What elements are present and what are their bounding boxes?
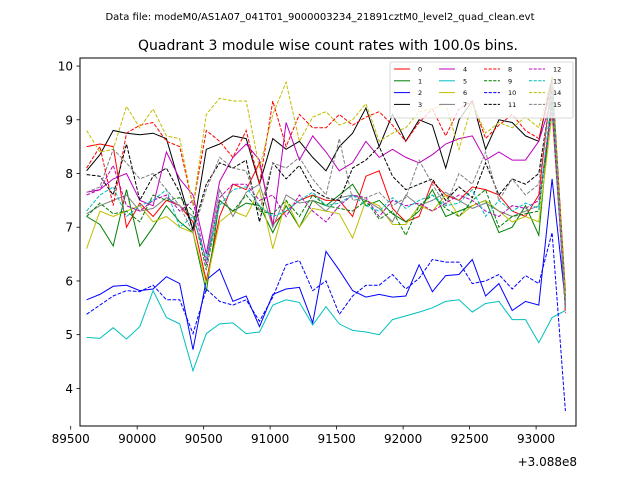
x-axis-offset-label: +3.088e8 (518, 455, 577, 469)
series-line-4 (86, 98, 566, 308)
legend-label: 8 (508, 66, 512, 74)
legend-box (389, 61, 574, 119)
series-line-7 (86, 103, 566, 303)
legend-item-6: 6 (439, 89, 467, 97)
legend-label: 10 (508, 89, 516, 97)
series-line-12 (86, 108, 566, 308)
x-tick-label: 92500 (451, 432, 489, 446)
series-line-15 (86, 82, 566, 308)
x-tick-label: 90000 (118, 432, 156, 446)
series-line-0 (86, 76, 566, 292)
legend-item-11: 11 (484, 101, 516, 109)
plot-area (79, 57, 577, 427)
legend-label: 2 (418, 89, 422, 97)
legend-item-8: 8 (484, 66, 512, 74)
y-tick-label: 9 (65, 113, 73, 127)
series-line-10 (86, 232, 566, 412)
legend-label: 12 (553, 66, 561, 74)
y-tick-label: 7 (65, 221, 73, 235)
y-tick-label: 5 (65, 328, 73, 342)
legend-item-7: 7 (439, 101, 467, 109)
legend-item-15: 15 (529, 101, 561, 109)
legend-item-13: 13 (529, 77, 561, 85)
series-line-14 (86, 76, 566, 298)
legend-label: 1 (418, 77, 422, 85)
y-tick-label: 4 (65, 382, 73, 396)
x-tick-label: 91000 (251, 432, 289, 446)
legend-label: 5 (463, 77, 467, 85)
series-lines (86, 76, 566, 412)
y-tick-label: 8 (65, 167, 73, 181)
legend-label: 11 (508, 101, 516, 109)
y-tick-label: 10 (58, 60, 73, 74)
x-tick-label: 93000 (517, 432, 555, 446)
legend-label: 3 (418, 101, 422, 109)
legend-label: 4 (463, 66, 467, 74)
figure-suptitle: Data file: modeM0/AS1A07_041T01_90000032… (105, 12, 534, 23)
legend-label: 15 (553, 101, 561, 109)
series-line-11 (86, 87, 566, 308)
series-line-3 (86, 76, 566, 303)
legend-item-12: 12 (529, 66, 561, 74)
series-line-2 (86, 178, 566, 350)
x-tick-label: 89500 (52, 432, 90, 446)
legend-label: 14 (553, 89, 561, 97)
axes-frame (79, 57, 577, 427)
legend-item-3: 3 (394, 101, 422, 109)
legend-item-5: 5 (439, 77, 467, 85)
series-line-5 (86, 289, 566, 373)
legend-item-2: 2 (394, 89, 422, 97)
legend-label: 13 (553, 77, 561, 85)
chart-title: Quadrant 3 module wise count rates with … (138, 38, 518, 54)
legend-item-10: 10 (484, 89, 516, 97)
x-axis: 89500 90000 90500 91000 91500 92000 92500 93000 (52, 426, 555, 446)
y-axis: 4 5 6 7 8 9 10 (58, 60, 80, 396)
legend-label: 0 (418, 66, 422, 74)
y-tick-label: 6 (65, 274, 73, 288)
legend-label: 6 (463, 89, 467, 97)
legend-label: 9 (508, 77, 512, 85)
legend-item-14: 14 (529, 89, 561, 97)
legend-item-4: 4 (439, 66, 467, 74)
legend-item-1: 1 (394, 77, 422, 85)
legend-item-0: 0 (394, 66, 422, 74)
x-tick-label: 92000 (384, 432, 422, 446)
legend-item-9: 9 (484, 77, 512, 85)
legend-label: 7 (463, 101, 467, 109)
x-tick-label: 90500 (185, 432, 223, 446)
x-tick-label: 91500 (318, 432, 356, 446)
series-line-8 (86, 84, 566, 314)
